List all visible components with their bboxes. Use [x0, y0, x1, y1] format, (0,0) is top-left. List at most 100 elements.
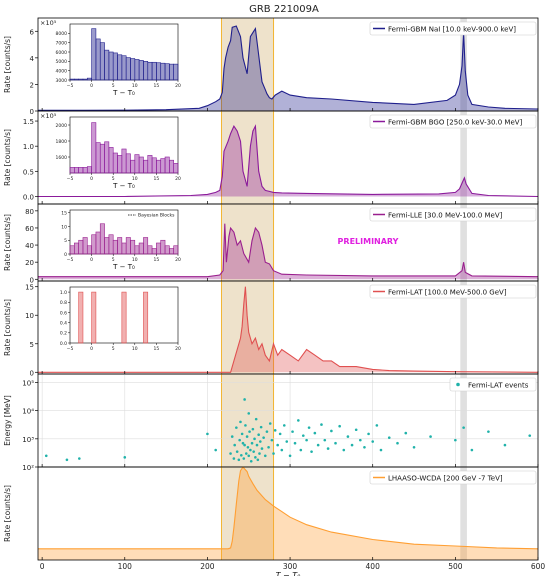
- data-point: [363, 446, 366, 449]
- y-tick-label: 10²: [22, 464, 34, 472]
- y-multiplier: ×10⁵: [40, 19, 57, 27]
- gray-band: [460, 18, 467, 111]
- data-point: [233, 443, 236, 447]
- y-tick-label: 2: [30, 81, 34, 89]
- inset-bar: [82, 78, 88, 81]
- data-point: [454, 438, 457, 442]
- data-point: [256, 458, 260, 462]
- x-tick-label: 200: [200, 562, 215, 571]
- inset-bar: [160, 62, 166, 81]
- panel-fermi-lle: 0 20 40 60 80 Rate [counts/s] Fermi-LLE [30.0 …: [3, 203, 539, 284]
- data-point: [268, 422, 272, 425]
- data-point: [263, 454, 267, 458]
- y-tick-label: 60: [25, 225, 34, 233]
- inset-bar: [74, 167, 79, 174]
- inset-bar: [104, 237, 110, 255]
- inset-bar: [138, 242, 144, 255]
- data-point: [288, 454, 292, 458]
- inset-x-tick-label: 0: [90, 176, 93, 182]
- data-point: [313, 431, 317, 435]
- inset-bar: [130, 58, 136, 81]
- data-point: [258, 452, 261, 455]
- data-point: [272, 452, 275, 455]
- y-tick-label: 1.0: [23, 143, 34, 151]
- inset-bar: [74, 78, 79, 81]
- inset-bar: [112, 152, 118, 174]
- data-point: [251, 427, 255, 431]
- data-point: [248, 430, 251, 433]
- inset-bar: [91, 291, 97, 344]
- inset-bar: [147, 245, 153, 255]
- highlight-band: [221, 204, 274, 281]
- legend: Fermi-GBM BGO [250.0 keV-30.0 MeV]: [369, 114, 537, 129]
- inset-bar: [164, 63, 170, 81]
- inset-x-tick-label: 20: [175, 83, 181, 89]
- data-point: [297, 419, 300, 422]
- data-point: [307, 426, 311, 429]
- inset-x-tick-label: 5: [112, 176, 115, 182]
- inset-bar: [160, 158, 166, 174]
- data-point: [326, 447, 330, 450]
- y-multiplier: ×10⁵: [40, 112, 57, 120]
- inset-bar: [99, 42, 105, 81]
- inset-bar: [69, 78, 75, 81]
- inset-bar: [134, 245, 140, 255]
- data-point: [252, 450, 256, 453]
- y-tick-label: 0: [30, 108, 34, 116]
- y-tick-label: 0.0: [23, 193, 34, 201]
- inset-bar: [95, 231, 101, 255]
- y-axis-label: Rate [counts/s]: [3, 36, 12, 93]
- data-point: [396, 441, 399, 445]
- data-point: [305, 438, 308, 442]
- inset-bar: [121, 291, 127, 344]
- inset-bar: [125, 237, 131, 255]
- data-point: [229, 452, 232, 455]
- legend: Fermi-LAT events: [449, 377, 537, 392]
- legend-label: Fermi-LLE [30.0 MeV-100.0 MeV]: [388, 212, 503, 220]
- data-point: [206, 432, 209, 436]
- y-tick-label: 15: [25, 284, 34, 292]
- inset-bar: [134, 59, 140, 81]
- inset-x-tick-label: −5: [67, 346, 74, 352]
- y-axis-label: Rate [counts/s]: [3, 129, 12, 186]
- gray-band: [460, 111, 467, 204]
- data-point: [503, 443, 507, 447]
- data-point: [257, 433, 260, 437]
- inset-y-tick-label: 1.0: [60, 290, 67, 296]
- inset-x-tick-label: 0: [90, 257, 93, 263]
- inset-bar: [108, 147, 114, 174]
- inset-bar: [151, 157, 157, 174]
- inset-x-tick-label: 15: [154, 346, 160, 352]
- inset-bar: [130, 239, 136, 255]
- inset-y-tick-label: 15: [61, 211, 67, 217]
- inset-bar: [169, 159, 174, 174]
- data-point: [301, 434, 305, 437]
- inset-bar: [117, 155, 123, 174]
- y-tick-label: 0: [30, 369, 34, 377]
- annotation: PRELIMINARY: [338, 237, 399, 246]
- y-tick-label: 10³: [22, 436, 34, 444]
- highlight-band: [221, 374, 274, 467]
- data-point: [235, 450, 239, 453]
- data-point: [338, 424, 341, 428]
- data-point: [260, 447, 264, 450]
- inset-x-tick-label: −5: [67, 83, 74, 89]
- data-point: [330, 429, 333, 433]
- inset-bar: [108, 234, 114, 255]
- gray-band: [460, 467, 467, 560]
- inset-frame: [69, 116, 179, 174]
- data-point: [367, 432, 370, 436]
- data-point: [528, 434, 532, 437]
- inset-y-tick-label: 0.0: [60, 341, 67, 347]
- inset-y-tick-label: 1600: [56, 155, 68, 161]
- inset-x-tick-label: 20: [175, 257, 181, 263]
- inset-bar: [112, 52, 118, 81]
- series-line: [38, 25, 539, 111]
- y-tick-label: 0: [30, 276, 34, 284]
- data-point: [334, 441, 337, 445]
- x-tick-label: 300: [283, 562, 298, 571]
- data-point: [262, 436, 265, 439]
- data-point: [44, 454, 48, 458]
- series-line: [38, 286, 539, 373]
- y-tick-label: 1.5: [23, 118, 34, 126]
